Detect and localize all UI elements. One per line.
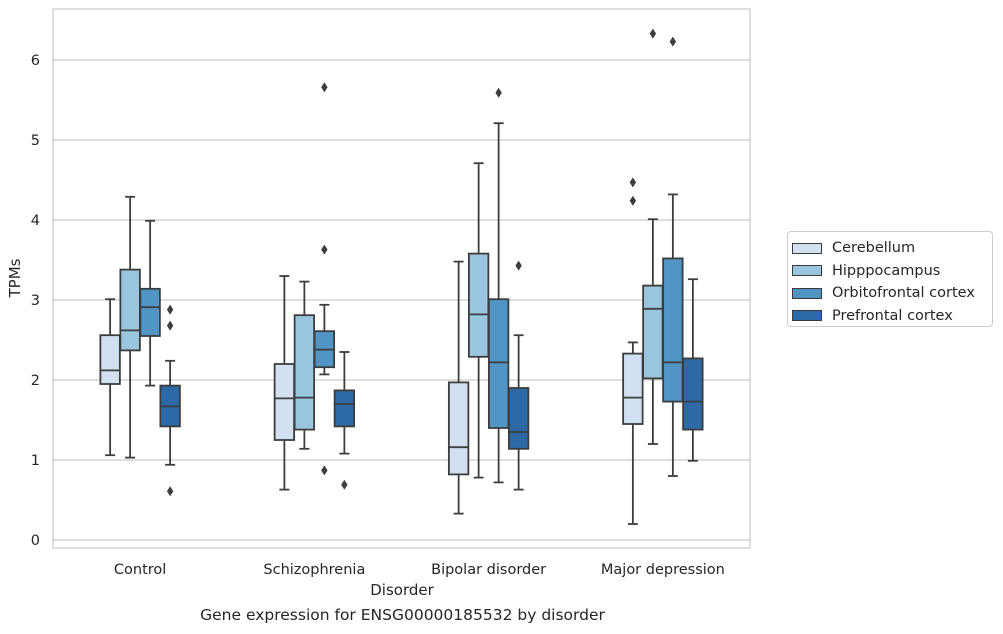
plot-area-background: [53, 9, 750, 548]
outlier-point: [629, 195, 637, 206]
box-body: [273, 363, 296, 441]
legend-item-prefrontal-cortex: Prefrontal cortex: [792, 305, 992, 328]
box-1-2: [273, 275, 296, 491]
x-tick-label: Control: [114, 562, 166, 578]
box-3-3: [487, 87, 510, 484]
box-4-2: [333, 351, 356, 490]
legend: Cerebellum Hipppocampus Orbitofrontal co…: [787, 231, 993, 327]
box-body: [447, 381, 470, 476]
legend-swatch-prefrontal-cortex: [792, 310, 822, 322]
box-body: [662, 257, 684, 403]
x-axis-ticks: Control Schizophrenia Bipolar disorder Majo…: [114, 562, 725, 578]
box-3-2: [313, 82, 336, 476]
y-tick-label: 5: [31, 133, 40, 149]
box-1-1: [99, 298, 121, 457]
outlier-point: [321, 244, 328, 255]
y-tick-label: 0: [31, 533, 40, 549]
box-body: [333, 389, 356, 428]
boxes-layer: [99, 28, 704, 525]
y-axis-label: TPMs: [6, 258, 24, 298]
box-2-1: [119, 195, 141, 459]
y-tick-label: 4: [31, 213, 40, 229]
box-body: [507, 387, 530, 450]
box-body: [642, 284, 664, 380]
outlier-point: [166, 320, 174, 331]
x-tick-label: Bipolar disorder: [431, 562, 546, 578]
box-4-1: [159, 304, 181, 497]
box-1-4: [622, 177, 644, 525]
outlier-point: [669, 36, 677, 47]
legend-swatch-orbitofrontal-cortex: [792, 287, 822, 299]
legend-swatch-hippocampus: [792, 265, 822, 277]
box-1-3: [447, 260, 470, 515]
box-body: [139, 287, 161, 337]
y-tick-label: 2: [31, 373, 40, 389]
box-4-4: [682, 278, 704, 462]
outlier-point: [495, 87, 502, 98]
outlier-point: [321, 465, 328, 476]
box-body: [487, 298, 510, 429]
outlier-point: [629, 177, 637, 188]
legend-label: Prefrontal cortex: [832, 307, 953, 324]
outlier-point: [321, 82, 328, 93]
box-body: [99, 334, 121, 385]
gridlines: [53, 59, 750, 541]
y-tick-label: 3: [31, 293, 40, 309]
legend-label: Orbitofrontal cortex: [832, 285, 975, 302]
box-body: [293, 314, 316, 431]
box-3-4: [662, 36, 684, 477]
plot-area-frame: [52, 8, 751, 549]
legend-label: Hipppocampus: [832, 262, 941, 279]
outlier-point: [341, 479, 348, 490]
outlier-point: [166, 304, 174, 315]
box-3-1: [139, 219, 161, 387]
y-tick-label: 6: [31, 53, 40, 69]
box-4-3: [507, 260, 530, 491]
x-tick-label: Major depression: [601, 562, 725, 578]
legend-item-orbitofrontal-cortex: Orbitofrontal cortex: [792, 282, 992, 305]
legend-item-cerebellum: Cerebellum: [792, 237, 992, 260]
box-body: [119, 268, 141, 352]
box-body: [467, 252, 490, 358]
legend-item-hippocampus: Hipppocampus: [792, 260, 992, 283]
legend-label: Cerebellum: [832, 240, 916, 257]
x-axis-label: Disorder: [370, 581, 434, 599]
outlier-point: [515, 260, 522, 271]
figure-caption: Gene expression for ENSG00000185532 by d…: [200, 606, 605, 624]
y-tick-label: 1: [31, 453, 40, 469]
x-tick-label: Schizophrenia: [263, 562, 365, 578]
box-2-2: [293, 280, 316, 450]
box-2-4: [642, 28, 664, 445]
y-axis-ticks: 0 1 2 3 4 5 6: [31, 53, 40, 549]
outlier-point: [166, 486, 174, 497]
legend-swatch-cerebellum: [792, 242, 822, 254]
box-body: [682, 357, 704, 431]
box-body: [622, 352, 644, 425]
outlier-point: [649, 28, 657, 39]
